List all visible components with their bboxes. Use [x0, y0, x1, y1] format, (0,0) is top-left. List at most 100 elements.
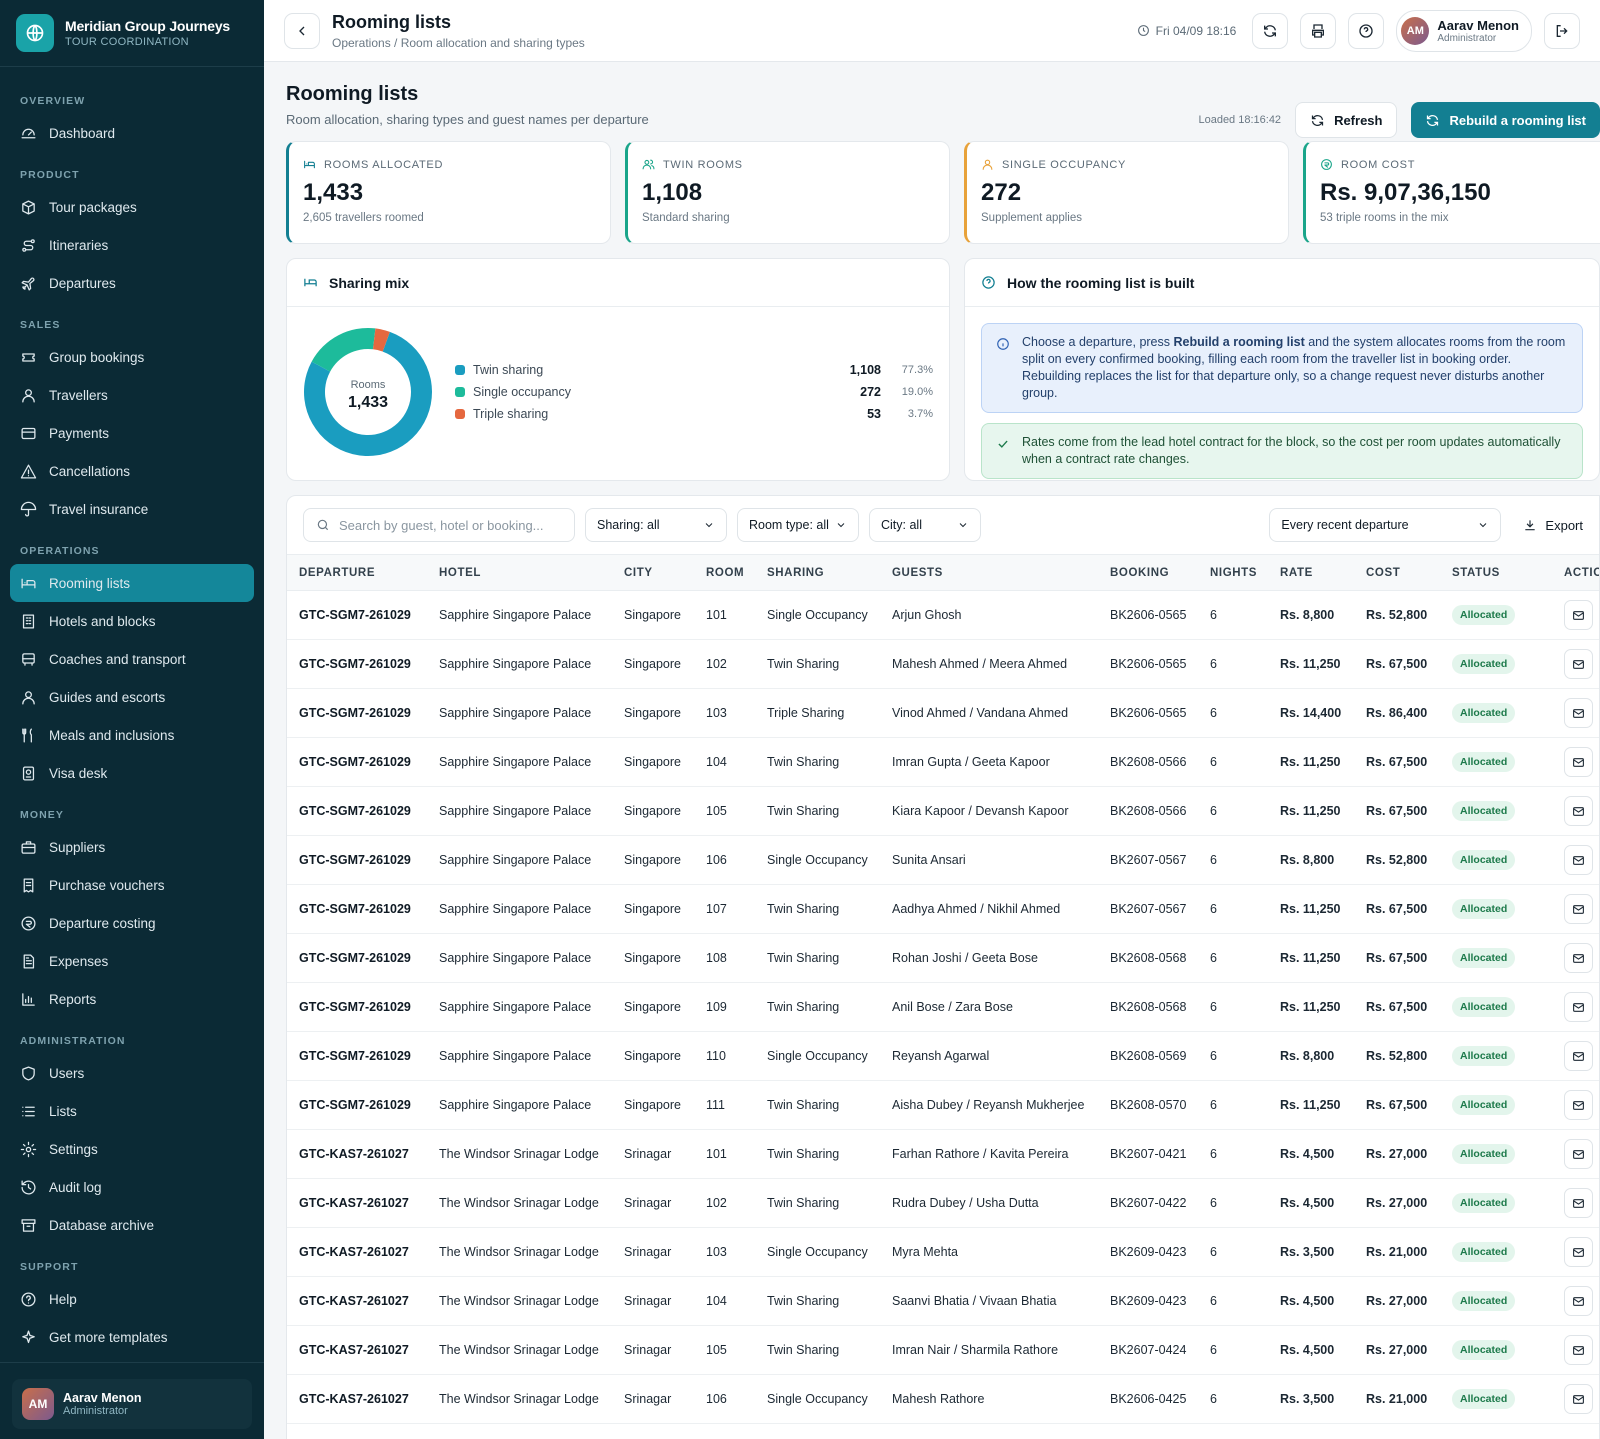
table-row[interactable]: GTC-KAS7-261027 The Windsor Srinagar Lodg… — [287, 1227, 1599, 1277]
email-button[interactable] — [1564, 1384, 1593, 1414]
column-header[interactable]: COST — [1354, 554, 1440, 591]
email-button[interactable] — [1564, 1237, 1593, 1267]
column-header[interactable]: BOOKING — [1098, 554, 1198, 591]
email-button[interactable] — [1564, 747, 1593, 777]
table-row[interactable]: GTC-KAS7-261027 The Windsor Srinagar Lodg… — [287, 1276, 1599, 1326]
sidebar-item-visa-desk[interactable]: Visa desk — [0, 754, 264, 792]
mail-icon — [1572, 757, 1584, 767]
email-button[interactable] — [1564, 1139, 1593, 1169]
sidebar-item-coaches-and-transport[interactable]: Coaches and transport — [0, 640, 264, 678]
sidebar-item-group-bookings[interactable]: Group bookings — [0, 338, 264, 376]
sidebar-item-expenses[interactable]: Expenses — [0, 942, 264, 980]
sidebar-item-departure-costing[interactable]: Departure costing — [0, 904, 264, 942]
sidebar-item-lists[interactable]: Lists — [0, 1092, 264, 1130]
help-button[interactable] — [1348, 12, 1385, 49]
column-header[interactable]: NIGHTS — [1198, 554, 1268, 591]
email-button[interactable] — [1564, 1335, 1593, 1365]
rebuild-button[interactable]: Rebuild a rooming list — [1411, 102, 1600, 138]
room-type-filter[interactable]: Room type: all — [737, 508, 859, 542]
table-row[interactable]: GTC-SGM7-261029 Sapphire Singapore Palace… — [287, 835, 1599, 885]
brand[interactable]: Meridian Group Journeys TOUR COORDINATIO… — [0, 0, 264, 67]
sidebar-item-cancellations[interactable]: Cancellations — [0, 452, 264, 490]
sidebar-item-departures[interactable]: Departures — [0, 264, 264, 302]
sidebar-item-dashboard[interactable]: Dashboard — [0, 114, 264, 152]
email-button[interactable] — [1564, 1188, 1593, 1218]
refresh-button[interactable]: Refresh — [1295, 102, 1398, 138]
table-row[interactable]: GTC-SGM7-261029 Sapphire Singapore Palace… — [287, 884, 1599, 934]
email-button[interactable] — [1564, 1090, 1593, 1120]
sharing-filter[interactable]: Sharing: all — [585, 508, 727, 542]
sync-button[interactable] — [1252, 12, 1289, 49]
column-header[interactable]: ACTIONS — [1552, 554, 1599, 591]
sidebar-item-hotels-and-blocks[interactable]: Hotels and blocks — [0, 602, 264, 640]
table-row[interactable]: GTC-SGM7-261029 Sapphire Singapore Palace… — [287, 590, 1599, 640]
nav-section-title: PRODUCT — [20, 169, 80, 181]
column-header[interactable]: DEPARTURE — [287, 554, 427, 591]
sidebar-item-audit-log[interactable]: Audit log — [0, 1168, 264, 1206]
sidebar-item-reports[interactable]: Reports — [0, 980, 264, 1018]
sidebar-item-guides-and-escorts[interactable]: Guides and escorts — [0, 678, 264, 716]
table-row[interactable]: GTC-SGM7-261029 Sapphire Singapore Palace… — [287, 639, 1599, 689]
email-button[interactable] — [1564, 894, 1593, 924]
city-filter[interactable]: City: all — [869, 508, 981, 542]
email-button[interactable] — [1564, 796, 1593, 826]
filter-bar: Search by guest, hotel or booking... Sha… — [287, 496, 1599, 554]
table-row[interactable]: GTC-KAS7-261027 The Windsor Srinagar Lodg… — [287, 1129, 1599, 1179]
table-cell: Anil Bose / Zara Bose — [880, 982, 1098, 1032]
sidebar-item-database-archive[interactable]: Database archive — [0, 1206, 264, 1244]
column-header[interactable]: RATE — [1268, 554, 1354, 591]
column-header[interactable]: GUESTS — [880, 554, 1098, 591]
table-row[interactable]: GTC-KAS7-261027 The Windsor Srinagar Lodg… — [287, 1374, 1599, 1424]
export-button[interactable]: Export — [1523, 518, 1583, 533]
sidebar-user[interactable]: AM Aarav Menon Administrator — [12, 1379, 252, 1429]
sidebar-item-help[interactable]: Help — [0, 1280, 264, 1318]
print-button[interactable] — [1300, 12, 1337, 49]
email-button[interactable] — [1564, 1041, 1593, 1071]
logout-button[interactable] — [1544, 12, 1580, 49]
table-row[interactable]: GTC-SGM7-261029 Sapphire Singapore Palace… — [287, 786, 1599, 836]
table-row[interactable]: GTC-SGM7-261029 Sapphire Singapore Palace… — [287, 1080, 1599, 1130]
table-row[interactable]: GTC-KAS7-261027 The Windsor Srinagar Lodg… — [287, 1325, 1599, 1375]
table-row[interactable]: GTC-SGM7-261029 Sapphire Singapore Palace… — [287, 737, 1599, 787]
column-header[interactable]: STATUS — [1440, 554, 1552, 591]
table-row[interactable]: GTC-KAS7-261027 The Windsor Srinagar Lodg… — [287, 1178, 1599, 1228]
sidebar-item-get-more-templates[interactable]: Get more templates — [0, 1318, 264, 1356]
departure-filter[interactable]: Every recent departure — [1269, 508, 1502, 542]
table-row[interactable]: GTC-SGM7-261029 Sapphire Singapore Palace… — [287, 933, 1599, 983]
email-button[interactable] — [1564, 943, 1593, 973]
sidebar-item-settings[interactable]: Settings — [0, 1130, 264, 1168]
column-header[interactable]: HOTEL — [427, 554, 612, 591]
sidebar-item-users[interactable]: Users — [0, 1054, 264, 1092]
page-header: Rooming lists Room allocation, sharing t… — [286, 62, 1600, 141]
column-header[interactable]: SHARING — [755, 554, 880, 591]
sidebar-item-itineraries[interactable]: Itineraries — [0, 226, 264, 264]
email-button[interactable] — [1564, 992, 1593, 1022]
actions-cell — [1552, 982, 1599, 1032]
table-row[interactable]: GTC-SGM7-261029 Sapphire Singapore Palace… — [287, 982, 1599, 1032]
table-row[interactable]: GTC-SGM7-261029 Sapphire Singapore Palace… — [287, 1031, 1599, 1081]
sidebar-item-payments[interactable]: Payments — [0, 414, 264, 452]
email-button[interactable] — [1564, 649, 1593, 679]
user-menu[interactable]: AM Aarav Menon Administrator — [1396, 9, 1532, 52]
help-icon — [1359, 23, 1374, 38]
sidebar-item-meals-and-inclusions[interactable]: Meals and inclusions — [0, 716, 264, 754]
export-label: Export — [1545, 517, 1583, 533]
email-button[interactable] — [1564, 845, 1593, 875]
donut-center-value: 1,433 — [348, 394, 388, 411]
table-cell: Twin Sharing — [755, 1325, 880, 1375]
column-header[interactable]: ROOM — [694, 554, 755, 591]
mail-icon — [1572, 1051, 1584, 1061]
sidebar-item-suppliers[interactable]: Suppliers — [0, 828, 264, 866]
sidebar-item-tour-packages[interactable]: Tour packages — [0, 188, 264, 226]
sidebar-item-travel-insurance[interactable]: Travel insurance — [0, 490, 264, 528]
column-header[interactable]: CITY — [612, 554, 694, 591]
back-button[interactable] — [284, 12, 320, 49]
search-input[interactable]: Search by guest, hotel or booking... — [303, 508, 575, 542]
email-button[interactable] — [1564, 698, 1593, 728]
email-button[interactable] — [1564, 600, 1593, 630]
sidebar-item-purchase-vouchers[interactable]: Purchase vouchers — [0, 866, 264, 904]
sidebar-item-travellers[interactable]: Travellers — [0, 376, 264, 414]
email-button[interactable] — [1564, 1286, 1593, 1316]
table-row[interactable]: GTC-SGM7-261029 Sapphire Singapore Palace… — [287, 688, 1599, 738]
sidebar-item-rooming-lists[interactable]: Rooming lists — [10, 564, 254, 602]
